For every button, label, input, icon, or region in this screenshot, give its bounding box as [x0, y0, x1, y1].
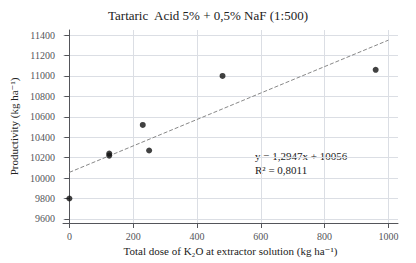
svg-text:11200: 11200 — [30, 50, 55, 61]
svg-text:11400: 11400 — [30, 30, 55, 41]
svg-text:600: 600 — [253, 231, 268, 242]
svg-text:Tartaric Acid 5% + 0,5% NaF (: Tartaric Acid 5% + 0,5% NaF (1:500) — [108, 8, 308, 23]
svg-text:R² = 0,8011: R² = 0,8011 — [255, 164, 307, 176]
svg-text:10000: 10000 — [30, 173, 55, 184]
svg-text:11000: 11000 — [30, 70, 55, 81]
svg-text:0: 0 — [67, 231, 72, 242]
svg-text:9600: 9600 — [35, 213, 55, 224]
svg-text:800: 800 — [317, 231, 332, 242]
svg-text:y = 1,2947x + 10056: y = 1,2947x + 10056 — [255, 150, 348, 162]
svg-text:9800: 9800 — [35, 193, 55, 204]
svg-text:400: 400 — [190, 231, 205, 242]
svg-text:10600: 10600 — [30, 111, 55, 122]
svg-text:Total dose of K₂O at extractor: Total dose of K₂O at extractor solution … — [124, 245, 338, 258]
svg-text:200: 200 — [126, 231, 141, 242]
svg-text:10400: 10400 — [30, 132, 55, 143]
svg-text:1000: 1000 — [378, 231, 398, 242]
svg-text:Productivity (kg ha⁻¹): Productivity (kg ha⁻¹) — [8, 77, 21, 175]
svg-text:10800: 10800 — [30, 91, 55, 102]
svg-text:10200: 10200 — [30, 152, 55, 163]
